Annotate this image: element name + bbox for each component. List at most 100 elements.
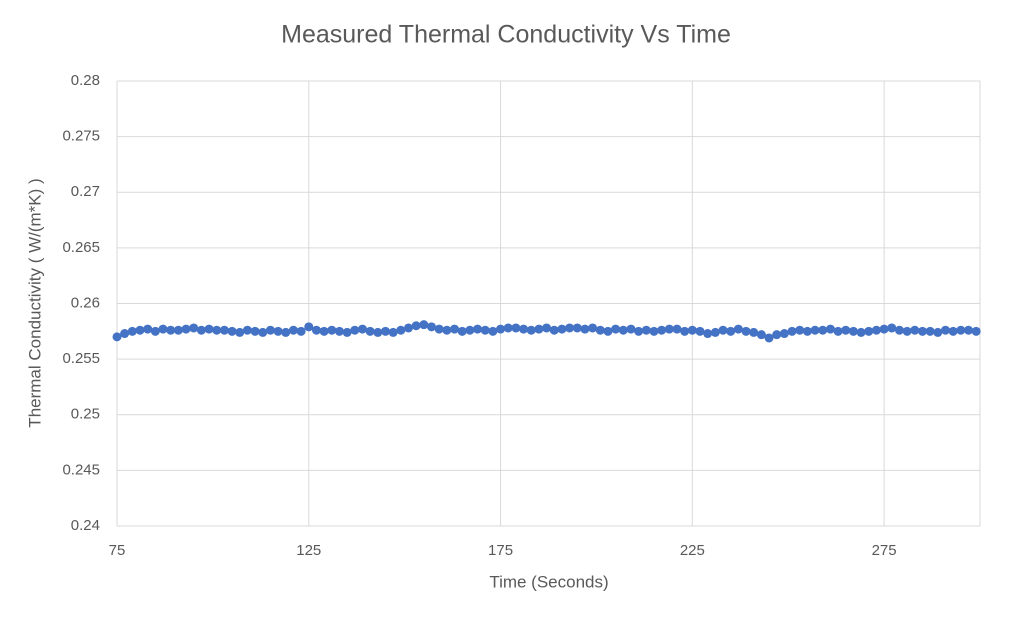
data-point (434, 324, 444, 334)
y-tick-label: 0.28 (71, 72, 100, 89)
data-point (557, 324, 567, 334)
data-point (726, 326, 736, 336)
data-point (419, 320, 429, 330)
x-tick-label: 275 (872, 542, 897, 559)
data-point (465, 325, 475, 335)
data-point (856, 327, 866, 337)
data-point (480, 325, 490, 335)
data-point (825, 324, 835, 334)
y-tick-label: 0.26 (71, 294, 100, 311)
x-tick-label: 125 (296, 542, 321, 559)
data-point (534, 324, 544, 334)
data-point (265, 325, 275, 335)
data-point (150, 326, 160, 336)
y-tick-label: 0.275 (62, 128, 100, 145)
data-point (250, 326, 260, 336)
data-point (902, 326, 912, 336)
data-point (496, 324, 506, 334)
data-point (442, 325, 452, 335)
data-point (841, 325, 851, 335)
data-point (212, 325, 222, 335)
y-tick-label: 0.265 (62, 239, 100, 256)
y-tick-label: 0.255 (62, 350, 100, 367)
data-point (281, 327, 291, 337)
data-point (611, 324, 621, 334)
data-point (258, 327, 268, 337)
chart-title: Measured Thermal Conductivity Vs Time (281, 21, 731, 49)
data-point (710, 327, 720, 337)
data-point (158, 324, 168, 334)
data-point (365, 326, 375, 336)
data-point (135, 325, 145, 335)
data-point (595, 325, 605, 335)
data-point (894, 325, 904, 335)
data-point (565, 323, 575, 333)
data-point (288, 325, 298, 335)
y-tick-label: 0.27 (71, 183, 100, 200)
data-point (802, 326, 812, 336)
data-point (488, 326, 498, 336)
data-point (127, 326, 137, 336)
data-point (749, 327, 759, 337)
data-point (871, 325, 881, 335)
data-point (296, 326, 306, 336)
data-point (963, 325, 973, 335)
data-point (879, 324, 889, 334)
data-point (542, 323, 552, 333)
data-point (833, 326, 843, 336)
x-tick-label: 225 (680, 542, 705, 559)
data-point (373, 327, 383, 337)
data-point (787, 326, 797, 336)
data-point (549, 325, 559, 335)
data-point (311, 325, 321, 335)
data-point (334, 326, 344, 336)
data-point (473, 324, 483, 334)
data-point (112, 332, 122, 342)
data-point (940, 325, 950, 335)
data-point (664, 324, 674, 334)
data-point (687, 325, 697, 335)
data-point (319, 326, 329, 336)
data-point (143, 324, 153, 334)
data-point (388, 327, 398, 337)
data-point (350, 325, 360, 335)
data-point (219, 325, 229, 335)
x-tick-label: 75 (109, 542, 126, 559)
data-point (733, 324, 743, 334)
data-point (404, 323, 414, 333)
data-point (235, 327, 245, 337)
data-point (864, 326, 874, 336)
data-point (810, 325, 820, 335)
data-point (411, 321, 421, 331)
data-point (695, 326, 705, 336)
data-point (641, 325, 651, 335)
data-point (457, 326, 467, 336)
data-point (703, 329, 713, 339)
data-point (756, 330, 766, 340)
data-point (120, 329, 130, 339)
x-axis-label: Time (Seconds) (489, 572, 608, 591)
data-point (887, 323, 897, 333)
data-point (948, 326, 958, 336)
data-point (779, 329, 789, 339)
data-point (189, 323, 199, 333)
data-point (848, 326, 858, 336)
data-point (380, 326, 390, 336)
data-point (971, 326, 981, 336)
data-point (618, 325, 628, 335)
data-point (327, 325, 337, 335)
data-point (427, 322, 437, 332)
y-tick-label: 0.24 (71, 517, 100, 534)
data-point (917, 326, 927, 336)
data-point (519, 324, 529, 334)
data-point (342, 327, 352, 337)
data-point (304, 322, 314, 332)
data-point (933, 327, 943, 337)
data-point (511, 323, 521, 333)
data-point (227, 326, 237, 336)
y-axis-label: Thermal Conductivity ( W/(m*K) ) (25, 178, 44, 427)
data-point (526, 325, 536, 335)
data-point (503, 323, 513, 333)
